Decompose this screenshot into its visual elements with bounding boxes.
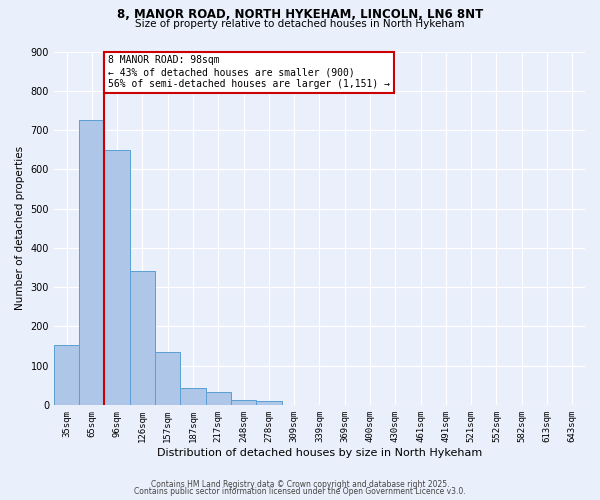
Bar [79, 120, 104, 405]
Text: 8, MANOR ROAD, NORTH HYKEHAM, LINCOLN, LN6 8NT: 8, MANOR ROAD, NORTH HYKEHAM, LINCOLN, L… [117, 8, 483, 20]
X-axis label: Distribution of detached houses by size in North Hykeham: Distribution of detached houses by size … [157, 448, 482, 458]
Bar [155, 352, 181, 405]
Bar [231, 400, 256, 405]
Text: Size of property relative to detached houses in North Hykeham: Size of property relative to detached ho… [135, 19, 465, 29]
Text: Contains public sector information licensed under the Open Government Licence v3: Contains public sector information licen… [134, 487, 466, 496]
Text: Contains HM Land Registry data © Crown copyright and database right 2025.: Contains HM Land Registry data © Crown c… [151, 480, 449, 489]
Text: 8 MANOR ROAD: 98sqm
← 43% of detached houses are smaller (900)
56% of semi-detac: 8 MANOR ROAD: 98sqm ← 43% of detached ho… [108, 56, 390, 88]
Bar [54, 345, 79, 405]
Bar [104, 150, 130, 405]
Bar [256, 402, 281, 405]
Bar [206, 392, 231, 405]
Bar [181, 388, 206, 405]
Bar [130, 270, 155, 405]
Y-axis label: Number of detached properties: Number of detached properties [15, 146, 25, 310]
